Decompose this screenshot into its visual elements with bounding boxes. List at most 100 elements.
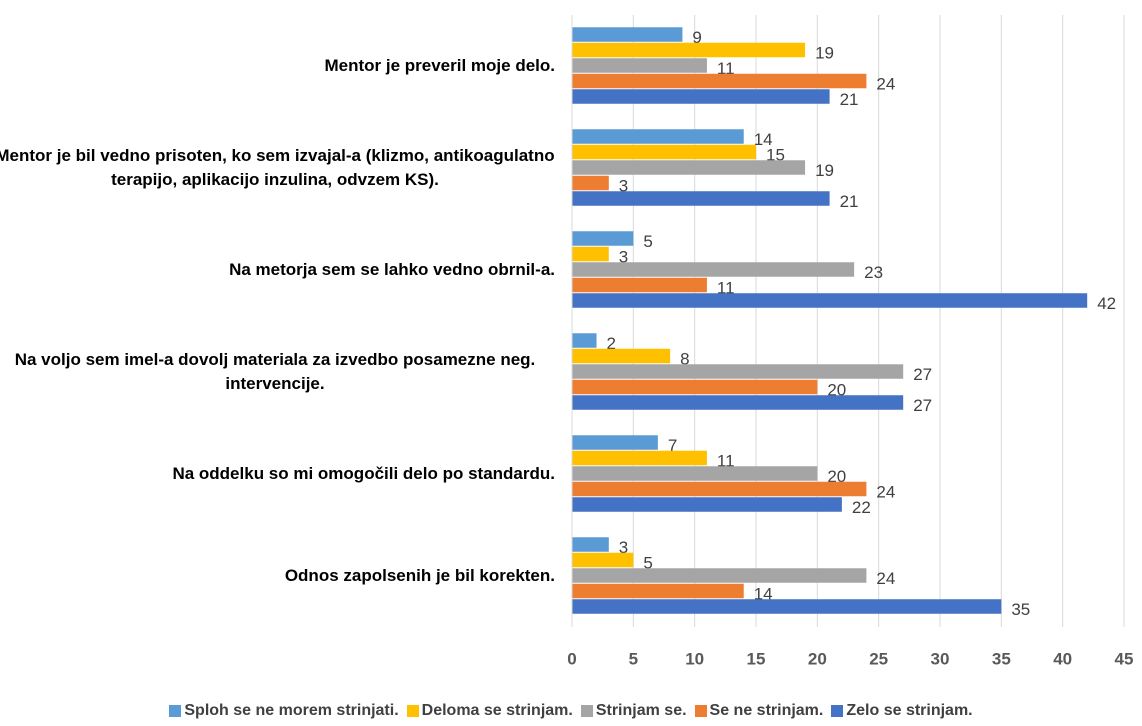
bar: [572, 191, 830, 206]
x-tick-label: 5: [629, 649, 638, 668]
data-label: 11: [717, 59, 735, 78]
category-text: Na metorja sem se lahko vedno obrnil-a.: [229, 260, 555, 279]
legend-label: Strinjam se.: [595, 702, 687, 719]
data-label: 15: [766, 145, 785, 164]
bar: [572, 348, 671, 364]
category-text: Na oddelku so mi omogočili delo po stand…: [172, 464, 555, 483]
data-label: 35: [1011, 600, 1030, 619]
data-label: 24: [876, 482, 895, 501]
bar: [572, 379, 818, 395]
x-tick-label: 40: [1053, 649, 1072, 668]
bar: [572, 129, 744, 144]
x-tick-label: 25: [869, 649, 888, 668]
x-tick-label: 35: [992, 649, 1011, 668]
category-text: Mentor je preveril moje delo.: [324, 56, 555, 75]
x-tick-label: 30: [931, 649, 950, 668]
category-label: Mentor je preveril moje delo.: [0, 54, 555, 78]
category-text: Odnos zapolsenih je bil korekten.: [284, 566, 555, 585]
bar: [572, 73, 867, 89]
category-text: Mentor je bil vedno prisoten, ko sem izv…: [0, 146, 555, 189]
legend-swatch: [580, 705, 593, 717]
bar: [572, 144, 756, 160]
category-label: Na metorja sem se lahko vedno obrnil-a.: [0, 258, 555, 282]
data-label: 20: [827, 467, 846, 486]
bar: [572, 466, 818, 481]
legend-item: Sploh se ne morem strinjati.: [169, 702, 399, 720]
data-label: 24: [876, 74, 895, 93]
category-text: Na voljo sem imel-a dovolj materiala za …: [14, 350, 536, 393]
data-label: 3: [619, 538, 628, 557]
bar: [572, 277, 707, 293]
bar: [572, 246, 609, 262]
category-label: Na voljo sem imel-a dovolj materiala za …: [0, 348, 555, 396]
data-label: 5: [643, 232, 652, 251]
x-tick-label: 45: [1115, 649, 1134, 668]
data-label: 5: [643, 553, 652, 572]
bar: [572, 160, 806, 175]
bar: [572, 42, 806, 58]
bar: [572, 537, 609, 552]
data-label: 23: [864, 263, 883, 282]
bar: [572, 450, 707, 466]
data-label: 14: [754, 584, 773, 603]
x-tick-label: 0: [567, 649, 576, 668]
data-label: 11: [717, 278, 735, 297]
data-label: 8: [680, 349, 689, 368]
legend-label: Zelo se strinjam.: [846, 702, 973, 719]
data-label: 2: [607, 334, 616, 353]
data-label: 11: [717, 451, 735, 470]
bar: [572, 599, 1002, 614]
data-label: 14: [754, 130, 773, 149]
legend-item: Se ne strinjam.: [694, 702, 824, 720]
bar: [572, 364, 904, 379]
category-label: Mentor je bil vedno prisoten, ko sem izv…: [0, 144, 555, 192]
category-label: Na oddelku so mi omogočili delo po stand…: [0, 462, 555, 486]
data-label: 20: [827, 380, 846, 399]
data-label: 27: [913, 365, 932, 384]
data-label: 24: [876, 569, 895, 588]
bar: [572, 481, 867, 497]
data-label: 21: [840, 192, 859, 211]
legend-item: Deloma se strinjam.: [406, 702, 573, 720]
legend-label: Sploh se ne morem strinjati.: [184, 702, 399, 719]
x-tick-label: 20: [808, 649, 827, 668]
legend-swatch: [694, 705, 707, 717]
bar: [572, 395, 904, 410]
data-label: 42: [1097, 294, 1116, 313]
data-label: 19: [815, 43, 834, 62]
legend-swatch: [831, 705, 844, 717]
data-label: 9: [692, 28, 701, 47]
bar: [572, 435, 658, 450]
legend-swatch: [169, 705, 182, 717]
bar: [572, 58, 707, 73]
data-label: 7: [668, 436, 677, 455]
bar: [572, 293, 1088, 308]
data-label: 27: [913, 396, 932, 415]
x-tick-label: 15: [747, 649, 766, 668]
legend: Sploh se ne morem strinjati. Deloma se st…: [0, 702, 1142, 720]
bar: [572, 231, 634, 246]
bar: [572, 262, 855, 277]
bar: [572, 175, 609, 191]
bar: [572, 27, 683, 42]
bar: [572, 552, 634, 568]
data-label: 3: [619, 247, 628, 266]
legend-item: Strinjam se.: [580, 702, 687, 720]
data-label: 19: [815, 161, 834, 180]
bar: [572, 583, 744, 599]
legend-item: Zelo se strinjam.: [831, 702, 973, 720]
data-label: 22: [852, 498, 871, 517]
category-label: Odnos zapolsenih je bil korekten.: [0, 564, 555, 588]
legend-label: Se ne strinjam.: [709, 702, 824, 719]
bar: [572, 89, 830, 104]
x-tick-label: 10: [685, 649, 704, 668]
data-label: 3: [619, 176, 628, 195]
bar: [572, 497, 842, 512]
legend-swatch: [406, 705, 419, 717]
bar: [572, 333, 597, 348]
data-label: 21: [840, 90, 859, 109]
legend-label: Deloma se strinjam.: [421, 702, 573, 719]
bar: [572, 568, 867, 583]
